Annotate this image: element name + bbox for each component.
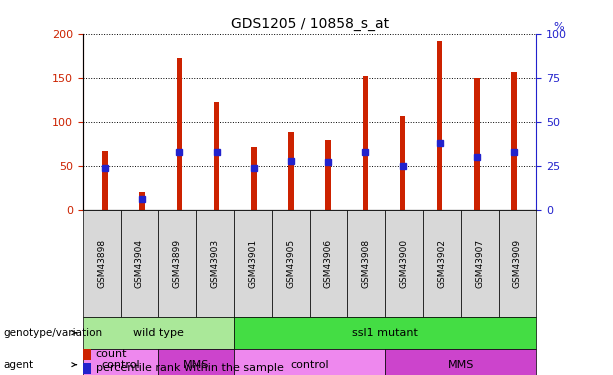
Text: GSM43908: GSM43908 (362, 239, 371, 288)
Bar (400, 116, 405, 210)
Y-axis label: %: % (554, 22, 565, 32)
Text: GSM43903: GSM43903 (210, 239, 219, 288)
Text: GSM43906: GSM43906 (324, 239, 333, 288)
Bar (214, 102, 219, 210)
Text: control: control (101, 360, 140, 370)
Text: GSM43901: GSM43901 (248, 239, 257, 288)
Title: GDS1205 / 10858_s_at: GDS1205 / 10858_s_at (230, 17, 389, 32)
Bar (251, 147, 257, 210)
Text: count: count (96, 350, 127, 359)
Bar (177, 57, 182, 210)
Text: GSM43899: GSM43899 (173, 239, 182, 288)
Bar (102, 151, 108, 210)
Text: GSM43905: GSM43905 (286, 239, 295, 288)
Bar (288, 132, 294, 210)
Bar (511, 72, 517, 210)
Text: ssl1 mutant: ssl1 mutant (352, 328, 418, 338)
Text: genotype/variation: genotype/variation (3, 328, 102, 338)
Text: agent: agent (3, 360, 33, 370)
Text: MMS: MMS (447, 360, 474, 370)
Text: percentile rank within the sample: percentile rank within the sample (96, 363, 283, 373)
Text: GSM43902: GSM43902 (437, 239, 446, 288)
Text: GSM43909: GSM43909 (513, 239, 522, 288)
Bar (362, 76, 368, 210)
Text: MMS: MMS (183, 360, 210, 370)
Text: GSM43898: GSM43898 (97, 239, 106, 288)
Text: GSM43904: GSM43904 (135, 239, 144, 288)
Bar (140, 192, 145, 210)
Text: GSM43907: GSM43907 (475, 239, 484, 288)
Text: wild type: wild type (133, 328, 184, 338)
Bar (474, 78, 480, 210)
Bar (437, 41, 443, 210)
Bar (326, 140, 331, 210)
Text: GSM43900: GSM43900 (400, 239, 409, 288)
Text: control: control (290, 360, 329, 370)
